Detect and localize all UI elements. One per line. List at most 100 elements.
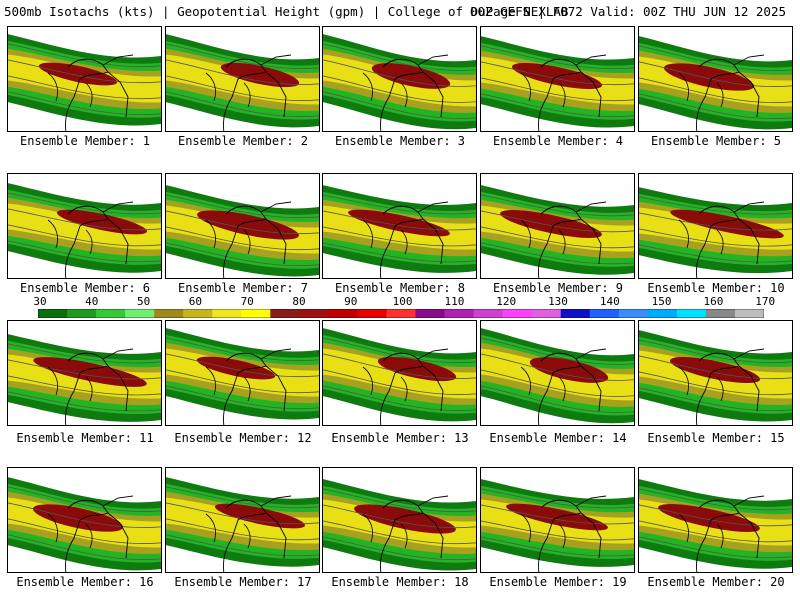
ensemble-member-panel <box>7 467 162 573</box>
colorbar-segment <box>241 309 271 318</box>
ensemble-member-caption: Ensemble Member: 8 <box>334 281 466 295</box>
ensemble-member-caption: Ensemble Member: 9 <box>492 281 624 295</box>
ensemble-member-caption: Ensemble Member: 13 <box>331 431 469 445</box>
isotach-map <box>481 479 634 572</box>
colorbar-segment <box>531 309 562 318</box>
isotach-map <box>8 477 161 572</box>
colorbar-segment <box>473 309 504 318</box>
isotach-map <box>639 330 792 425</box>
colorbar-segment <box>560 309 591 318</box>
isotach-map <box>166 34 319 131</box>
colorbar-tick-label: 150 <box>651 295 672 308</box>
colorbar-tick-label: 90 <box>344 295 358 308</box>
colorbar-segment <box>67 309 97 318</box>
colorbar-segment <box>154 309 184 318</box>
chart-header: 500mb Isotachs (kts) | Geopotential Heig… <box>4 2 796 22</box>
isotach-map <box>323 328 476 425</box>
ensemble-member-panel <box>165 467 320 573</box>
colorbar-tick-label: 80 <box>292 295 306 308</box>
colorbar-tick-label: 140 <box>599 295 620 308</box>
colorbar-tick-label: 110 <box>444 295 465 308</box>
ensemble-member-caption: Ensemble Member: 7 <box>177 281 309 295</box>
isotach-map <box>481 328 634 425</box>
colorbar-segment <box>734 309 764 318</box>
ensemble-member-caption: Ensemble Member: 15 <box>647 431 785 445</box>
colorbar-tick-label: 70 <box>240 295 254 308</box>
ensemble-member-caption: Ensemble Member: 6 <box>19 281 151 295</box>
isotach-map <box>166 328 319 425</box>
ensemble-member-caption: Ensemble Member: 4 <box>492 134 624 148</box>
ensemble-member-caption: Ensemble Member: 3 <box>334 134 466 148</box>
ensemble-member-caption: Ensemble Member: 14 <box>489 431 627 445</box>
ensemble-member-caption: Ensemble Member: 11 <box>16 431 154 445</box>
ensemble-member-panel <box>322 173 477 279</box>
colorbar-segment <box>212 309 242 318</box>
colorbar-segment <box>705 309 736 318</box>
colorbar-segment <box>589 309 620 318</box>
ensemble-member-caption: Ensemble Member: 20 <box>647 575 785 589</box>
ensemble-member-panel <box>638 26 793 132</box>
ensemble-member-caption: Ensemble Member: 10 <box>647 281 785 295</box>
isotach-map <box>323 479 476 572</box>
isotach-map <box>166 185 319 278</box>
isotach-map <box>481 185 634 278</box>
isotach-map <box>8 183 161 278</box>
ensemble-member-caption: Ensemble Member: 18 <box>331 575 469 589</box>
isotach-map <box>639 187 792 278</box>
ensemble-member-panel <box>480 26 635 132</box>
ensemble-member-caption: Ensemble Member: 1 <box>19 134 151 148</box>
isotach-map <box>8 34 161 131</box>
ensemble-member-caption: Ensemble Member: 19 <box>489 575 627 589</box>
isotach-map <box>166 477 319 572</box>
colorbar-segment <box>125 309 155 318</box>
colorbar-tick-label: 30 <box>33 295 47 308</box>
colorbar-segment <box>444 309 475 318</box>
colorbar-segment <box>647 309 678 318</box>
header-run-info: 00Z GEFS | F072 Valid: 00Z THU JUN 12 20… <box>469 4 786 19</box>
colorbar-tick-label: 50 <box>136 295 151 308</box>
colorbar-segment <box>415 309 446 318</box>
isotach-map <box>639 36 792 131</box>
ensemble-member-panel <box>322 320 477 426</box>
ensemble-member-caption: Ensemble Member: 5 <box>650 134 782 148</box>
colorbar-segment <box>270 309 300 318</box>
ensemble-member-panel <box>7 26 162 132</box>
colorbar-tick-label: 40 <box>85 295 99 308</box>
isotach-colorbar <box>38 309 764 318</box>
isotach-map <box>481 36 634 131</box>
ensemble-member-caption: Ensemble Member: 12 <box>174 431 312 445</box>
colorbar-segment <box>38 309 68 318</box>
ensemble-member-caption: Ensemble Member: 2 <box>177 134 309 148</box>
colorbar-tick-label: 120 <box>496 295 517 308</box>
colorbar-segment <box>676 309 707 318</box>
ensemble-member-panel <box>165 320 320 426</box>
ensemble-member-panel <box>480 320 635 426</box>
ensemble-member-caption: Ensemble Member: 16 <box>16 575 154 589</box>
colorbar-segment <box>386 309 417 318</box>
isotach-map <box>639 479 792 572</box>
isotach-map <box>8 334 161 425</box>
ensemble-member-panel <box>638 173 793 279</box>
ensemble-member-panel <box>638 467 793 573</box>
isotach-map <box>323 185 476 278</box>
header-title: 500mb Isotachs (kts) | Geopotential Heig… <box>4 4 569 19</box>
ensemble-member-panel <box>638 320 793 426</box>
ensemble-member-caption: Ensemble Member: 17 <box>174 575 312 589</box>
colorbar-segment <box>96 309 126 318</box>
colorbar-tick-label: 100 <box>392 295 413 308</box>
ensemble-member-panel <box>165 173 320 279</box>
colorbar-tick-label: 160 <box>703 295 724 308</box>
colorbar-tick-label: 130 <box>548 295 568 308</box>
colorbar-segment <box>183 309 213 318</box>
colorbar-segment <box>618 309 649 318</box>
ensemble-member-panel <box>322 26 477 132</box>
colorbar-segment <box>357 309 387 318</box>
isotach-map <box>323 34 476 131</box>
ensemble-member-panel <box>7 320 162 426</box>
ensemble-member-panel <box>322 467 477 573</box>
colorbar-tick-label: 60 <box>188 295 203 308</box>
colorbar-segment <box>299 309 329 318</box>
ensemble-member-panel <box>7 173 162 279</box>
colorbar-tick-label: 170 <box>755 295 776 308</box>
ensemble-member-panel <box>480 467 635 573</box>
